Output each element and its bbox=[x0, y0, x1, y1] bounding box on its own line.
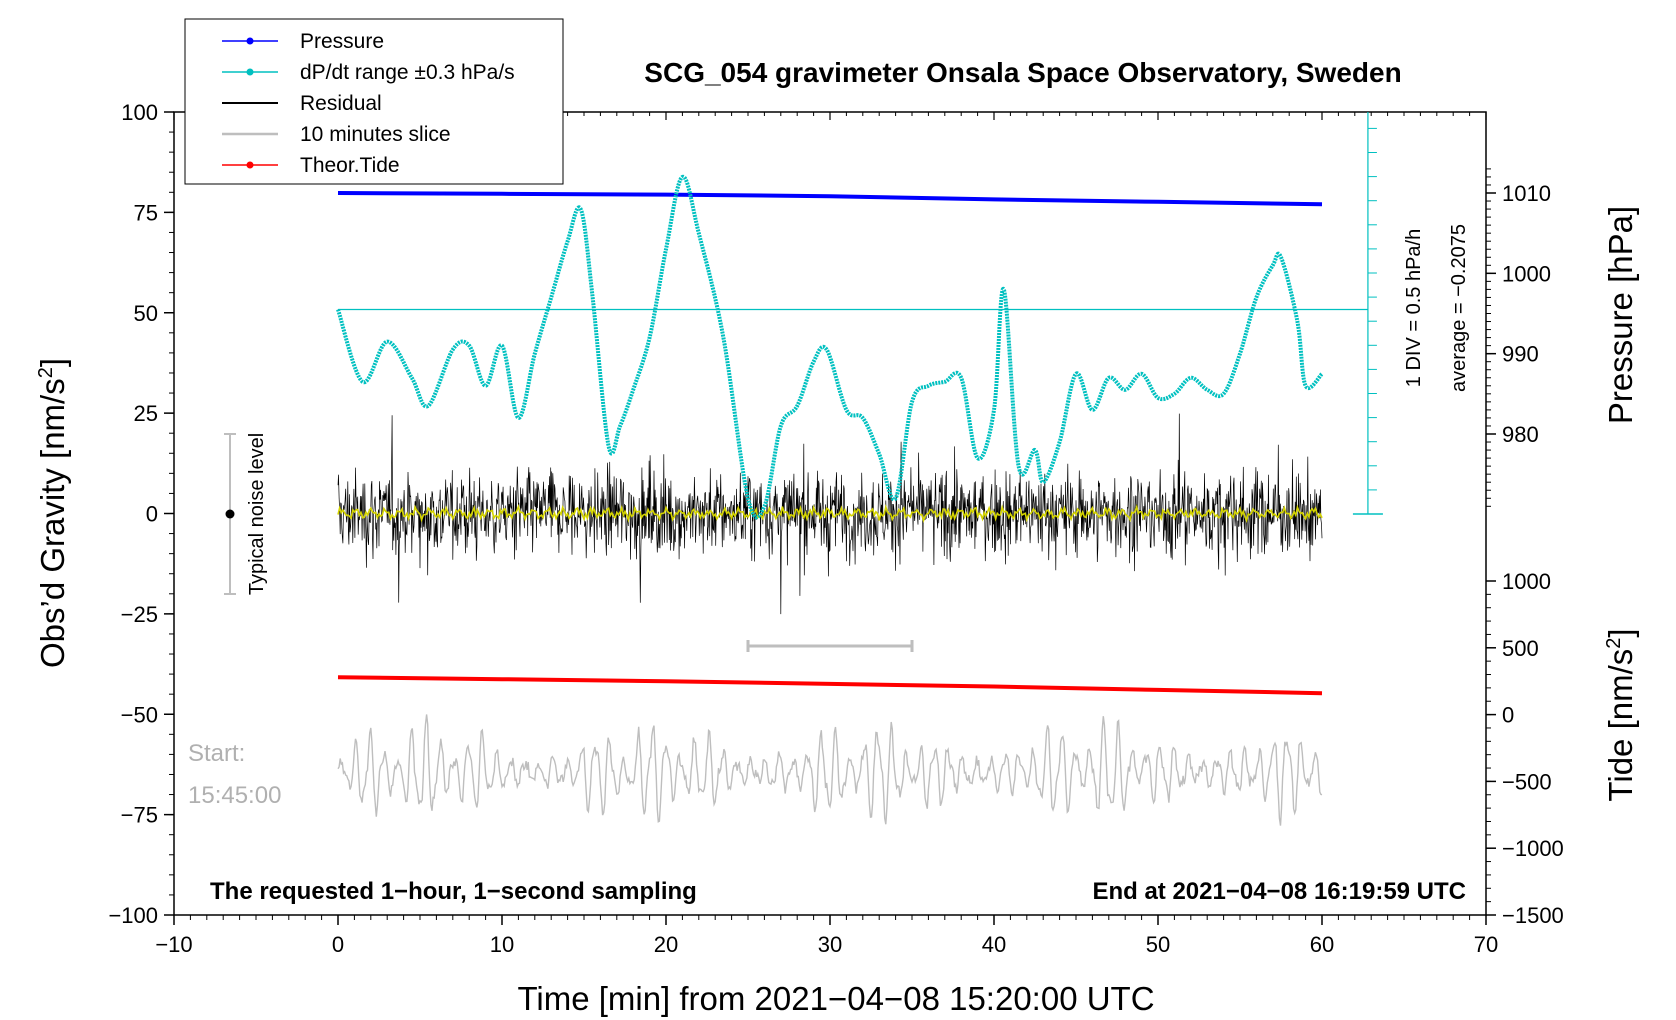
svg-text:Pressure: Pressure bbox=[300, 30, 384, 53]
legend-item-residual: Residual bbox=[222, 92, 382, 115]
legend-item-pressure: Pressure bbox=[222, 30, 384, 53]
pressure-tick-label: 980 bbox=[1502, 422, 1539, 447]
start-time: 15:45:00 bbox=[188, 782, 281, 809]
tide-tick-label: −1000 bbox=[1502, 836, 1564, 861]
legend-dot-tide bbox=[246, 161, 254, 169]
legend-box bbox=[184, 18, 564, 185]
y-tick-label: 75 bbox=[134, 200, 158, 225]
dpdt-average-label: average = −0.2075 bbox=[1448, 224, 1470, 392]
x-tick-label: −10 bbox=[155, 932, 192, 957]
svg-text:dP/dt range ±0.3 hPa/s: dP/dt range ±0.3 hPa/s bbox=[300, 61, 515, 84]
noise-marker: Typical noise level bbox=[224, 433, 268, 595]
y-tick-label: 100 bbox=[121, 100, 158, 125]
x-tick-label: 40 bbox=[982, 932, 1006, 957]
chart-title: SCG_054 gravimeter Onsala Space Observat… bbox=[644, 57, 1401, 88]
legend-item-tide: Theor.Tide bbox=[222, 154, 400, 177]
x-tick-label: 0 bbox=[332, 932, 344, 957]
residual-line bbox=[337, 413, 1323, 615]
footer-right-note: End at 2021−04−08 16:19:59 UTC bbox=[1092, 878, 1466, 905]
y-tick-label: −75 bbox=[121, 803, 158, 828]
pressure-line bbox=[337, 191, 1323, 207]
tide-tick-label: −1500 bbox=[1502, 903, 1564, 928]
legend: Pressure dP/dt range ±0.3 hPa/s Residual… bbox=[184, 18, 564, 185]
x-axis-title: Time [min] from 2021−04−08 15:20:00 UTC bbox=[517, 980, 1154, 1017]
svg-text:10 minutes slice: 10 minutes slice bbox=[300, 123, 451, 146]
tide-tick-label: 1000 bbox=[1502, 569, 1551, 594]
y-tick-label: 25 bbox=[134, 401, 158, 426]
y-axis-title-left: Obs’d Gravity [nm/s2] bbox=[34, 358, 71, 668]
svg-text:Theor.Tide: Theor.Tide bbox=[300, 154, 400, 177]
start-label: Start: bbox=[188, 740, 245, 767]
noise-marker-dot bbox=[225, 509, 235, 519]
legend-dot-dpdt bbox=[246, 68, 254, 76]
tide-tick-label: 0 bbox=[1502, 703, 1514, 728]
x-tick-label: 10 bbox=[490, 932, 514, 957]
y-axis-title-pressure: Pressure [hPa] bbox=[1602, 206, 1639, 424]
tide-line bbox=[337, 675, 1323, 696]
x-tick-label: 60 bbox=[1310, 932, 1334, 957]
moving-average-line bbox=[337, 503, 1323, 524]
pressure-tick-label: 1010 bbox=[1502, 181, 1551, 206]
y-tick-label: −100 bbox=[108, 903, 158, 928]
x-tick-label: 70 bbox=[1474, 932, 1498, 957]
data-layer bbox=[336, 112, 1383, 826]
y-tick-label: 50 bbox=[134, 301, 158, 326]
legend-dot-pressure bbox=[246, 37, 254, 45]
dpdt-scale-label: 1 DIV = 0.5 hPa/h bbox=[1403, 229, 1425, 387]
pressure-tick-label: 1000 bbox=[1502, 261, 1551, 286]
x-tick-label: 30 bbox=[818, 932, 842, 957]
y-axis-title-tide: Tide [nm/s2] bbox=[1602, 628, 1639, 801]
pressure-tick-label: 990 bbox=[1502, 342, 1539, 367]
slice-trace-line bbox=[337, 714, 1323, 826]
x-tick-label: 50 bbox=[1146, 932, 1170, 957]
dpdt-line bbox=[336, 174, 1324, 520]
tide-tick-label: −500 bbox=[1502, 769, 1552, 794]
y-tick-label: −25 bbox=[121, 602, 158, 627]
legend-item-slice: 10 minutes slice bbox=[222, 123, 451, 146]
tide-tick-label: 500 bbox=[1502, 636, 1539, 661]
svg-text:Residual: Residual bbox=[300, 92, 382, 115]
y-tick-label: −50 bbox=[121, 702, 158, 727]
y-tick-label: 0 bbox=[146, 502, 158, 527]
footer-left-note: The requested 1−hour, 1−second sampling bbox=[210, 878, 697, 905]
noise-marker-label: Typical noise level bbox=[246, 433, 268, 595]
x-tick-label: 20 bbox=[654, 932, 678, 957]
axes-layer: −10 0 10 20 30 40 50 60 701007550250−25−50−75−10… bbox=[108, 100, 1563, 957]
legend-item-dpdt: dP/dt range ±0.3 hPa/s bbox=[222, 61, 515, 84]
